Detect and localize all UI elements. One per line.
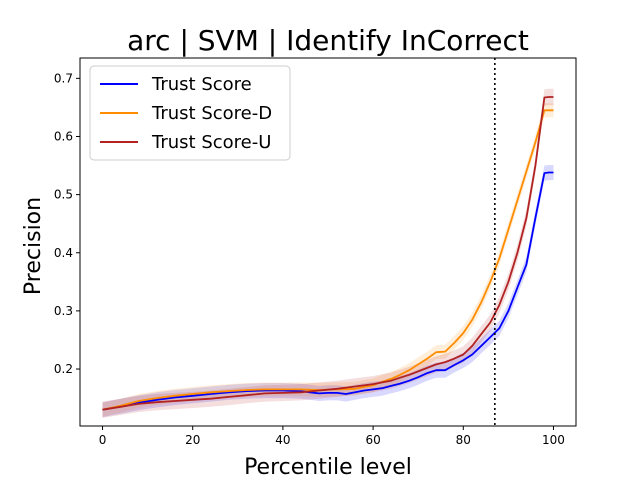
y-axis-ticks: 0.2 0.3 0.4 0.5 0.6 0.7	[54, 71, 80, 376]
x-tick-label: 100	[542, 433, 565, 447]
y-tick-label: 0.7	[54, 71, 73, 85]
y-tick-label: 0.4	[54, 246, 73, 260]
series-lines	[102, 96, 554, 411]
x-axis-label: Percentile level	[244, 455, 412, 480]
legend-box	[89, 65, 291, 161]
y-tick-label: 0.2	[54, 362, 73, 376]
x-axis-ticks: 0 20 40 60 80 100	[99, 426, 565, 447]
legend-label: Trust Score	[151, 74, 252, 95]
legend: Trust Score Trust Score-D Trust Score-U	[89, 65, 291, 161]
chart-title: arc | SVM | Identify InCorrect	[127, 24, 529, 57]
y-tick-label: 0.5	[54, 188, 73, 202]
x-tick-label: 60	[365, 433, 380, 447]
series-line-3	[102, 96, 554, 411]
legend-label: Trust Score-D	[151, 103, 272, 124]
legend-label: Trust Score-U	[151, 132, 271, 153]
x-tick-label: 0	[99, 433, 107, 447]
x-tick-label: 80	[456, 433, 471, 447]
y-tick-label: 0.6	[54, 129, 73, 143]
series-line-1	[102, 171, 554, 411]
plot-frame	[79, 57, 577, 427]
y-axis-label: Precision	[21, 197, 46, 295]
x-tick-label: 20	[185, 433, 200, 447]
x-tick-label: 40	[275, 433, 290, 447]
series-line-2	[102, 109, 554, 411]
y-tick-label: 0.3	[54, 304, 73, 318]
